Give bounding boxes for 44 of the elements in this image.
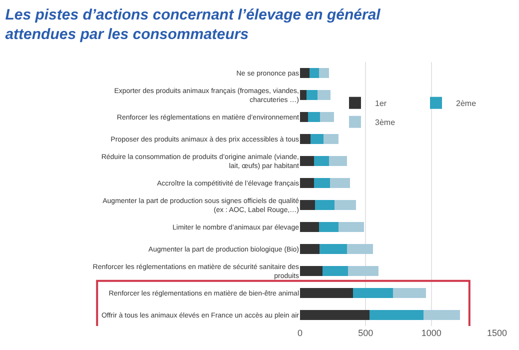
bar xyxy=(308,112,320,122)
bar xyxy=(300,266,322,276)
bar xyxy=(348,266,379,276)
bar xyxy=(306,90,318,100)
bar xyxy=(300,112,308,122)
bar xyxy=(352,288,393,298)
bar xyxy=(320,112,334,122)
bar xyxy=(314,178,330,188)
bar xyxy=(334,200,356,210)
x-tick-label: 0 xyxy=(297,328,303,338)
bar xyxy=(319,222,338,232)
bar xyxy=(300,134,311,144)
legend-label: 3ème xyxy=(375,118,396,128)
bar xyxy=(300,68,310,78)
legend-label: 2ème xyxy=(456,99,477,108)
bar xyxy=(322,266,348,276)
bar xyxy=(300,244,320,254)
bar xyxy=(317,90,331,100)
bar xyxy=(392,288,426,298)
bar xyxy=(310,134,324,144)
bar xyxy=(300,156,314,166)
bar xyxy=(300,178,314,188)
bar xyxy=(328,156,347,166)
bar xyxy=(300,90,306,100)
bar xyxy=(324,134,338,144)
bar xyxy=(314,156,329,166)
x-tick-label: 1000 xyxy=(421,328,442,338)
bar xyxy=(319,244,347,254)
bar xyxy=(300,200,315,210)
bar xyxy=(319,68,330,78)
bar xyxy=(424,310,460,320)
bar xyxy=(346,244,374,254)
chart-title: Les pistes d’actions concernant l’élevage en général attendues par les consommateurs xyxy=(5,6,382,43)
bar xyxy=(314,200,334,210)
legend-label: 1er xyxy=(375,99,387,108)
bar xyxy=(330,178,350,188)
x-tick-label: 500 xyxy=(358,328,374,338)
bar xyxy=(369,310,424,320)
bar xyxy=(300,310,370,320)
bar xyxy=(300,288,353,298)
bar xyxy=(338,222,364,232)
bar xyxy=(309,68,320,78)
bar xyxy=(300,222,320,232)
x-tick-label: 1500 xyxy=(486,328,508,338)
